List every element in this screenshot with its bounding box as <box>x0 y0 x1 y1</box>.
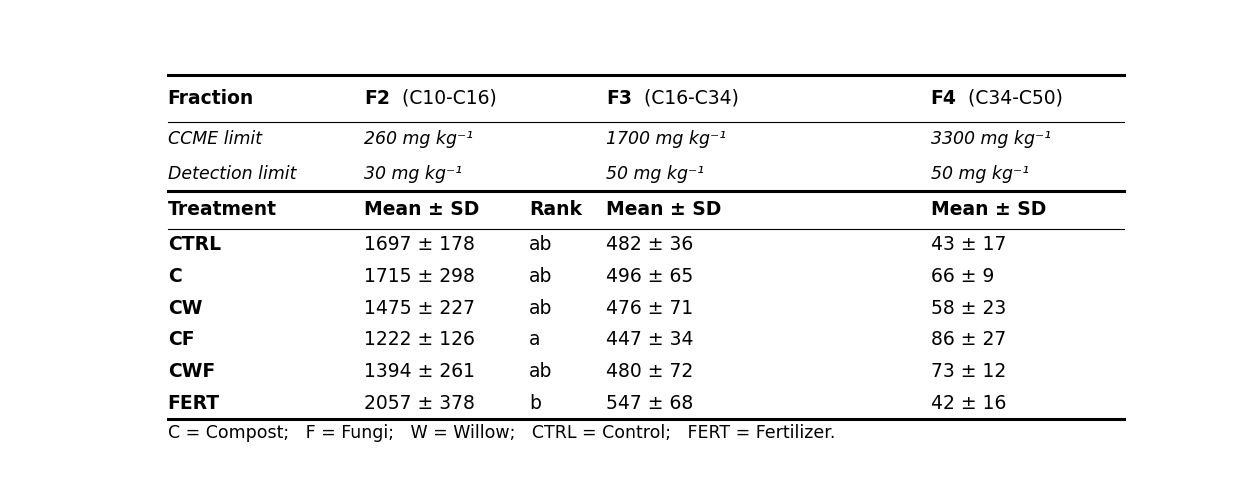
Text: 2057 ± 378: 2057 ± 378 <box>365 394 475 412</box>
Text: (C10-C16): (C10-C16) <box>396 89 497 108</box>
Text: 1475 ± 227: 1475 ± 227 <box>365 298 475 318</box>
Text: 73 ± 12: 73 ± 12 <box>931 362 1005 381</box>
Text: F2: F2 <box>365 89 390 108</box>
Text: Detection limit: Detection limit <box>167 165 296 183</box>
Text: 43 ± 17: 43 ± 17 <box>931 235 1005 254</box>
Text: 496 ± 65: 496 ± 65 <box>606 267 693 286</box>
Text: 50 mg kg⁻¹: 50 mg kg⁻¹ <box>931 165 1029 183</box>
Text: 1222 ± 126: 1222 ± 126 <box>365 330 475 349</box>
Text: CW: CW <box>167 298 202 318</box>
Text: 42 ± 16: 42 ± 16 <box>931 394 1005 412</box>
Text: 30 mg kg⁻¹: 30 mg kg⁻¹ <box>365 165 462 183</box>
Text: 1700 mg kg⁻¹: 1700 mg kg⁻¹ <box>606 131 727 148</box>
Text: CWF: CWF <box>167 362 215 381</box>
Text: CCME limit: CCME limit <box>167 131 262 148</box>
Text: 476 ± 71: 476 ± 71 <box>606 298 693 318</box>
Text: Rank: Rank <box>528 200 582 219</box>
Text: (C34-C50): (C34-C50) <box>963 89 1063 108</box>
Text: 58 ± 23: 58 ± 23 <box>931 298 1005 318</box>
Text: F3: F3 <box>606 89 632 108</box>
Text: 480 ± 72: 480 ± 72 <box>606 362 693 381</box>
Text: F4: F4 <box>931 89 957 108</box>
Text: C = Compost;   F = Fungi;   W = Willow;   CTRL = Control;   FERT = Fertilizer.: C = Compost; F = Fungi; W = Willow; CTRL… <box>167 424 836 442</box>
Text: FERT: FERT <box>167 394 220 412</box>
Text: ab: ab <box>528 235 552 254</box>
Text: Mean ± SD: Mean ± SD <box>931 200 1045 219</box>
Text: 547 ± 68: 547 ± 68 <box>606 394 693 412</box>
Text: 1697 ± 178: 1697 ± 178 <box>365 235 475 254</box>
Text: Mean ± SD: Mean ± SD <box>365 200 480 219</box>
Text: 1394 ± 261: 1394 ± 261 <box>365 362 475 381</box>
Text: ab: ab <box>528 298 552 318</box>
Text: CTRL: CTRL <box>167 235 221 254</box>
Text: (C16-C34): (C16-C34) <box>638 89 739 108</box>
Text: 66 ± 9: 66 ± 9 <box>931 267 994 286</box>
Text: 3300 mg kg⁻¹: 3300 mg kg⁻¹ <box>931 131 1050 148</box>
Text: 447 ± 34: 447 ± 34 <box>606 330 693 349</box>
Text: Mean ± SD: Mean ± SD <box>606 200 722 219</box>
Text: 50 mg kg⁻¹: 50 mg kg⁻¹ <box>606 165 704 183</box>
Text: ab: ab <box>528 267 552 286</box>
Text: Fraction: Fraction <box>167 89 254 108</box>
Text: 482 ± 36: 482 ± 36 <box>606 235 693 254</box>
Text: 1715 ± 298: 1715 ± 298 <box>365 267 475 286</box>
Text: C: C <box>167 267 181 286</box>
Text: 86 ± 27: 86 ± 27 <box>931 330 1005 349</box>
Text: ab: ab <box>528 362 552 381</box>
Text: a: a <box>528 330 541 349</box>
Text: CF: CF <box>167 330 195 349</box>
Text: b: b <box>528 394 541 412</box>
Text: Treatment: Treatment <box>167 200 277 219</box>
Text: 260 mg kg⁻¹: 260 mg kg⁻¹ <box>365 131 473 148</box>
